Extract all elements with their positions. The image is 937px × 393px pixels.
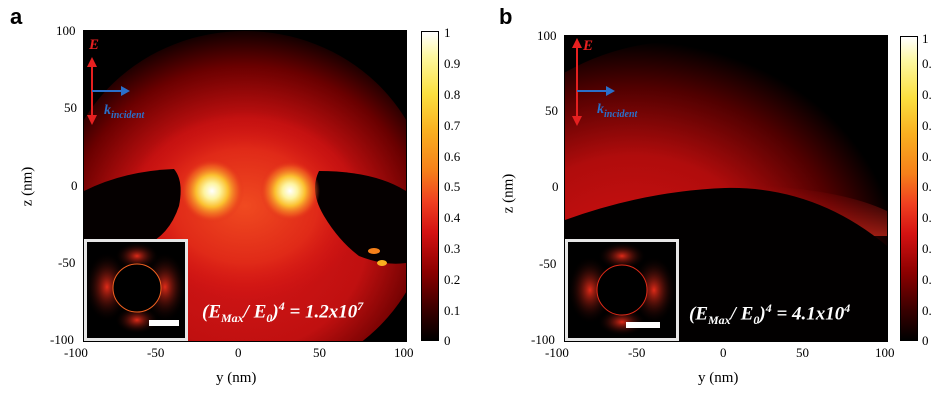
- a-field-label: E: [89, 37, 100, 53]
- b-inset: [565, 239, 679, 341]
- a-xtick-100: 100: [394, 345, 414, 360]
- b-ytick-100: 100: [537, 28, 557, 43]
- b-heatmap: E kincident (EMax/ E0)4 = 4.1x104: [564, 35, 888, 342]
- b-cb-tick-0: 0: [922, 333, 929, 348]
- b-cb-tick-0.5: 0.: [922, 179, 932, 194]
- b-xtick-neg100: -100: [545, 345, 569, 360]
- a-cb-tick-0.4: 0.4: [444, 210, 461, 225]
- a-xtick-50: 50: [313, 345, 326, 360]
- a-xlabel: y (nm): [216, 370, 257, 386]
- a-cb-tick-1: 1: [444, 25, 451, 40]
- a-ytick-neg50: -50: [58, 255, 76, 270]
- b-field-label: E: [583, 38, 594, 54]
- a-hotspot-right: [260, 161, 320, 221]
- b-cb-tick-0.8: 0.: [922, 87, 932, 102]
- b-xtick-50: 50: [796, 345, 809, 360]
- b-colorbar: [900, 36, 918, 341]
- b-cb-tick-1: 1: [922, 31, 929, 46]
- a-inset: [84, 239, 188, 341]
- a-k-label: kincident: [104, 103, 145, 121]
- b-ytick-neg50: -50: [539, 256, 557, 271]
- b-k-label: kincident: [597, 102, 638, 120]
- a-enhancement-formula: (EMax/ E0)4 = 1.2x107: [202, 299, 364, 326]
- b-ytick-0: 0: [552, 179, 559, 194]
- b-ytick-neg100: -100: [531, 332, 555, 347]
- a-left-particle: [84, 169, 181, 249]
- a-cb-tick-0.3: 0.3: [444, 241, 461, 256]
- b-cb-tick-0.3: 0.: [922, 241, 932, 256]
- b-xtick-100: 100: [875, 345, 895, 360]
- b-ylabel: z (nm): [500, 173, 517, 214]
- a-xtick-neg50: -50: [147, 345, 165, 360]
- a-cb-tick-0.7: 0.7: [444, 118, 461, 133]
- b-xtick-0: 0: [720, 345, 727, 360]
- a-cb-tick-0.6: 0.6: [444, 149, 461, 164]
- a-ylabel: z (nm): [19, 166, 36, 207]
- panel-b-label: b: [499, 4, 513, 29]
- a-hotspot-left: [180, 159, 244, 223]
- a-colorbar: [421, 31, 439, 341]
- a-cb-tick-0.1: 0.1: [444, 303, 461, 318]
- panel-a-label: a: [10, 4, 23, 29]
- a-xtick-0: 0: [235, 345, 242, 360]
- a-cb-tick-0: 0: [444, 333, 451, 348]
- a-cb-tick-0.5: 0.5: [444, 179, 461, 194]
- a-ytick-0: 0: [71, 178, 78, 193]
- a-cb-tick-0.2: 0.2: [444, 272, 461, 287]
- a-xtick-neg100: -100: [64, 345, 88, 360]
- b-cb-tick-0.6: 0.: [922, 149, 932, 164]
- b-cb-tick-0.1: 0.: [922, 303, 932, 318]
- a-ytick-100: 100: [56, 23, 76, 38]
- b-ytick-50: 50: [545, 103, 558, 118]
- b-cb-tick-0.9: 0.: [922, 56, 932, 71]
- a-heatmap: E kincident (EMax/ E0)4 = 1.2x107: [83, 30, 407, 342]
- a-cb-tick-0.8: 0.8: [444, 87, 461, 102]
- b-enhancement-formula: (EMax/ E0)4 = 4.1x104: [689, 301, 851, 328]
- a-right-particle: [315, 171, 406, 264]
- b-cb-tick-0.4: 0.: [922, 210, 932, 225]
- a-ytick-50: 50: [64, 100, 77, 115]
- a-cb-tick-0.9: 0.9: [444, 56, 461, 71]
- b-cb-tick-0.2: 0.: [922, 272, 932, 287]
- b-xlabel: y (nm): [698, 370, 739, 386]
- a-ytick-neg100: -100: [50, 332, 74, 347]
- b-cb-tick-0.7: 0.: [922, 118, 932, 133]
- b-xtick-neg50: -50: [628, 345, 646, 360]
